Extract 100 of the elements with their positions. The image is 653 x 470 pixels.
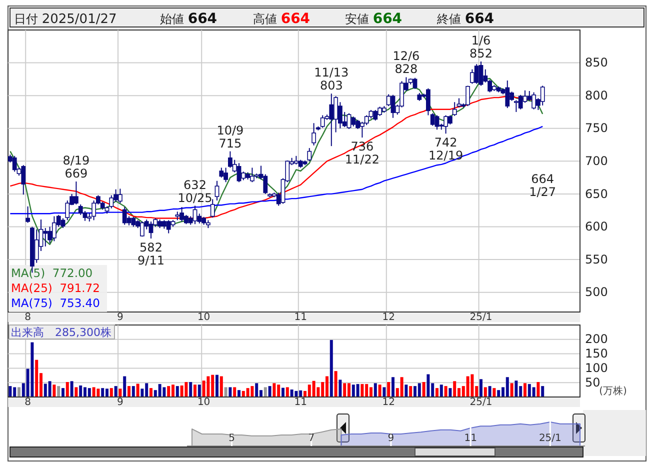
bar: [162, 387, 166, 397]
y-tick-label: 150: [585, 346, 608, 361]
y-tick-label: 600: [585, 220, 608, 234]
bar: [387, 382, 390, 397]
bar: [541, 386, 544, 397]
bar: [338, 380, 342, 397]
candlestick: [21, 164, 26, 196]
candlestick: [210, 198, 215, 218]
bar: [74, 387, 78, 397]
y-axis-title: (万株): [599, 385, 627, 397]
text: 始値 664: [160, 11, 218, 27]
text: 終値 664: [436, 11, 494, 27]
y-tick-label: 200: [585, 332, 608, 346]
y-tick-label: 700: [585, 154, 608, 168]
bar: [167, 386, 170, 397]
x-tick-label: 11: [294, 312, 307, 324]
candlestick: [430, 112, 435, 126]
bar: [8, 386, 12, 397]
candlestick: [390, 94, 396, 118]
y-tick-label: 50: [585, 375, 600, 390]
annotation: 出来高 285,300株: [11, 326, 112, 339]
candlestick: [478, 60, 484, 86]
y-tick-label: 500: [585, 285, 608, 300]
bar: [470, 374, 474, 397]
x-tick-label: 8: [24, 397, 31, 408]
bar: [382, 387, 386, 397]
x-tick-label: 12: [382, 397, 395, 408]
bar: [66, 382, 69, 397]
bar: [128, 386, 130, 397]
bar: [409, 386, 412, 397]
text: 安値 664: [345, 11, 402, 27]
candlestick: [351, 116, 356, 127]
bar: [136, 384, 140, 397]
bar: [70, 381, 74, 397]
bar: [400, 377, 404, 397]
bar: [57, 386, 60, 397]
x-tick-label: 11: [294, 397, 307, 408]
bar: [453, 381, 456, 397]
bar: [532, 387, 536, 397]
bar: [488, 386, 492, 397]
bar: [194, 384, 196, 397]
x-tick-label: 9: [117, 312, 124, 324]
annotation: 632 10/25: [178, 178, 212, 205]
bar: [228, 387, 232, 397]
bar: [52, 384, 56, 397]
bar: [356, 384, 360, 397]
bar: [198, 384, 201, 397]
bar: [374, 383, 377, 397]
bar: [88, 388, 91, 397]
candlestick: [434, 114, 440, 130]
bar: [312, 380, 316, 397]
bar: [220, 376, 223, 397]
x-tick-label: 9: [388, 433, 394, 444]
bar: [343, 383, 346, 397]
bar: [514, 380, 518, 397]
bar: [176, 386, 179, 397]
annotation: 664 1/27: [529, 172, 556, 199]
bar: [294, 390, 298, 397]
candlestick: [329, 93, 334, 147]
bar: [189, 382, 192, 397]
x-tick-label: 7: [308, 433, 315, 444]
bar: [510, 383, 514, 397]
y-tick-label: 800: [585, 88, 608, 102]
x-tick-label: 8: [24, 312, 31, 324]
bar: [30, 342, 34, 397]
bar: [444, 386, 448, 397]
bar: [448, 388, 452, 397]
bar: [440, 384, 443, 397]
bar: [264, 387, 267, 397]
y-tick-label: 850: [585, 56, 608, 70]
bar: [18, 387, 20, 397]
candlestick: [122, 206, 127, 226]
candlestick: [43, 228, 48, 247]
x-tick-label: 11: [464, 433, 477, 444]
x-tick-label: 9: [117, 397, 124, 408]
candlestick: [518, 94, 523, 110]
bar: [150, 388, 152, 397]
bar: [418, 383, 421, 397]
bar: [123, 376, 126, 397]
candlestick: [131, 216, 136, 228]
bar: [497, 390, 500, 397]
bar: [378, 384, 382, 397]
x-tick-label: 10: [197, 397, 210, 408]
bar: [492, 388, 496, 397]
text: MA(5) 772.00: [11, 266, 93, 280]
bar: [233, 387, 236, 397]
bar: [426, 374, 430, 397]
candlestick: [219, 167, 224, 178]
y-tick-label: 750: [585, 121, 608, 136]
bar: [202, 380, 206, 397]
bar: [79, 385, 82, 397]
bar: [132, 386, 135, 397]
annotation: 12/6 828: [392, 49, 420, 76]
x-tick-label: 5: [228, 433, 235, 444]
annotation: 1/6 852: [470, 33, 492, 60]
y-tick-label: 650: [585, 186, 608, 201]
bar: [158, 384, 162, 397]
bar: [118, 388, 122, 397]
bar: [282, 388, 284, 397]
candlestick: [320, 114, 325, 128]
